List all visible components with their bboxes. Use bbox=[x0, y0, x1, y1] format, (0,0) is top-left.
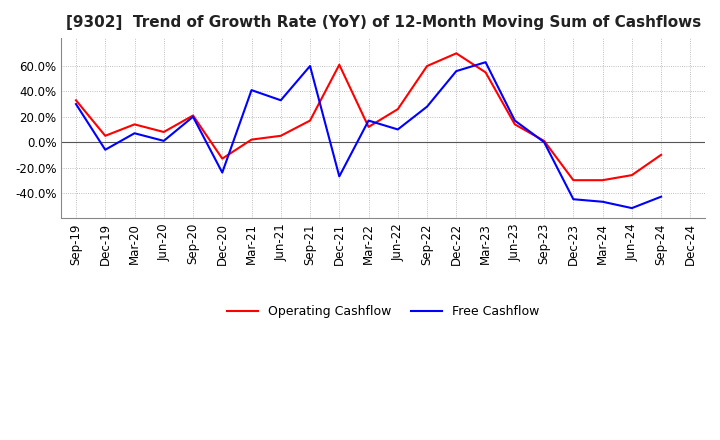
Operating Cashflow bbox=[364, 124, 373, 129]
Operating Cashflow bbox=[276, 133, 285, 139]
Operating Cashflow bbox=[394, 106, 402, 112]
Free Cashflow bbox=[247, 88, 256, 93]
Free Cashflow bbox=[159, 138, 168, 143]
Free Cashflow bbox=[657, 194, 665, 199]
Operating Cashflow bbox=[510, 122, 519, 127]
Operating Cashflow bbox=[628, 172, 636, 178]
Operating Cashflow bbox=[569, 178, 577, 183]
Operating Cashflow bbox=[247, 137, 256, 142]
Free Cashflow bbox=[628, 205, 636, 211]
Free Cashflow bbox=[335, 174, 343, 179]
Line: Operating Cashflow: Operating Cashflow bbox=[76, 53, 661, 180]
Operating Cashflow bbox=[189, 113, 197, 118]
Free Cashflow bbox=[510, 118, 519, 123]
Operating Cashflow bbox=[159, 129, 168, 135]
Operating Cashflow bbox=[481, 70, 490, 75]
Operating Cashflow bbox=[306, 118, 315, 123]
Free Cashflow bbox=[423, 104, 431, 109]
Free Cashflow bbox=[306, 63, 315, 69]
Free Cashflow bbox=[276, 98, 285, 103]
Free Cashflow bbox=[72, 102, 81, 107]
Operating Cashflow bbox=[72, 98, 81, 103]
Operating Cashflow bbox=[218, 156, 227, 161]
Operating Cashflow bbox=[452, 51, 461, 56]
Free Cashflow bbox=[101, 147, 109, 152]
Free Cashflow bbox=[598, 199, 607, 205]
Title: [9302]  Trend of Growth Rate (YoY) of 12-Month Moving Sum of Cashflows: [9302] Trend of Growth Rate (YoY) of 12-… bbox=[66, 15, 701, 30]
Free Cashflow bbox=[364, 118, 373, 123]
Operating Cashflow bbox=[335, 62, 343, 67]
Operating Cashflow bbox=[101, 133, 109, 139]
Legend: Operating Cashflow, Free Cashflow: Operating Cashflow, Free Cashflow bbox=[222, 300, 544, 323]
Operating Cashflow bbox=[540, 138, 549, 143]
Free Cashflow bbox=[540, 139, 549, 145]
Free Cashflow bbox=[394, 127, 402, 132]
Operating Cashflow bbox=[130, 122, 139, 127]
Free Cashflow bbox=[452, 69, 461, 74]
Operating Cashflow bbox=[598, 178, 607, 183]
Operating Cashflow bbox=[657, 152, 665, 158]
Free Cashflow bbox=[218, 170, 227, 175]
Free Cashflow bbox=[569, 197, 577, 202]
Free Cashflow bbox=[130, 131, 139, 136]
Operating Cashflow bbox=[423, 63, 431, 69]
Free Cashflow bbox=[481, 59, 490, 65]
Free Cashflow bbox=[189, 114, 197, 119]
Line: Free Cashflow: Free Cashflow bbox=[76, 62, 661, 208]
